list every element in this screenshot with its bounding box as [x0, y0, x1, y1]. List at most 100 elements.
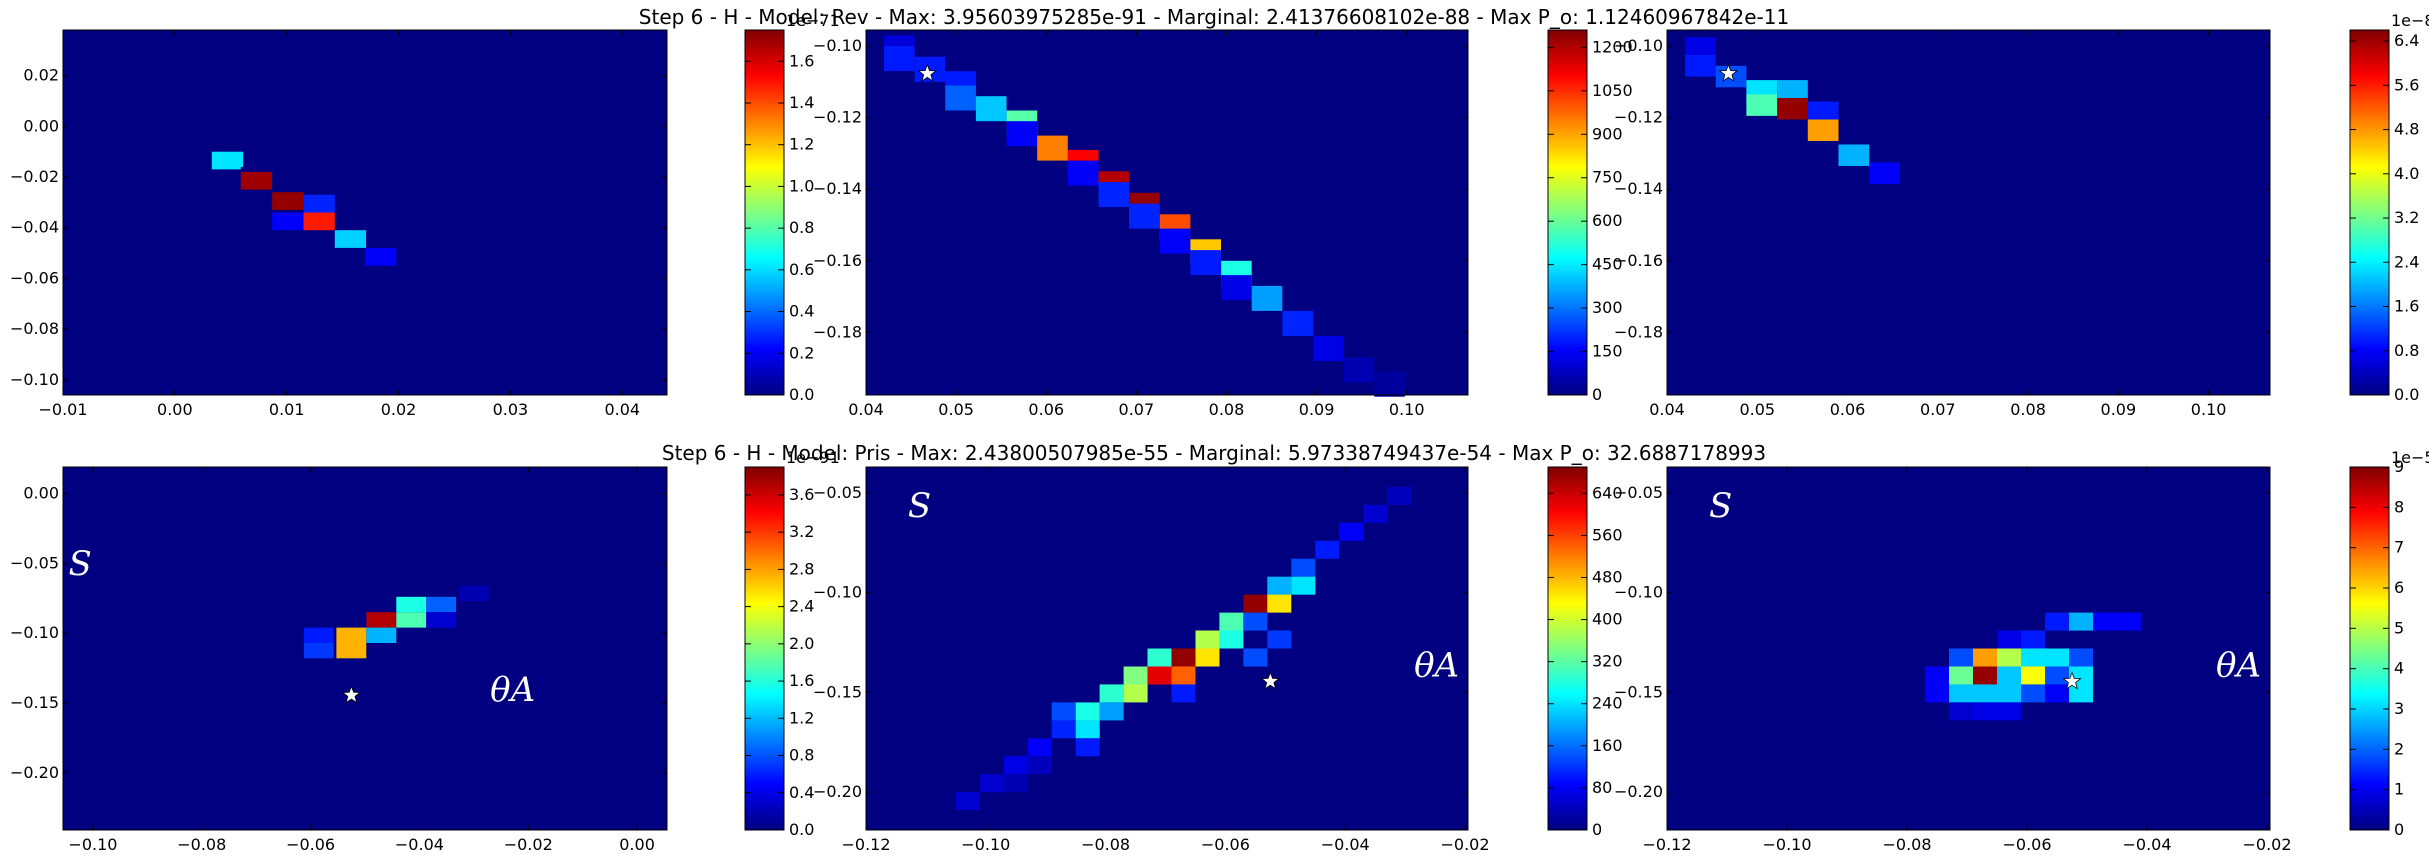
colorbar-tick-label: 1.2	[789, 708, 814, 727]
heatmap-panel-1: −0.10 −0.08 −0.06 −0.04 −0.02 0.00 0.00 −0.05 −0…	[10, 466, 668, 854]
heatmap-cell	[1997, 684, 2021, 703]
heatmap-cell	[1219, 612, 1244, 631]
heatmap-cell	[211, 151, 244, 170]
y-tick-label: −0.12	[813, 108, 862, 127]
heatmap-cells	[884, 35, 1405, 397]
y-tick-label: −0.20	[1614, 782, 1663, 801]
x-tick-label: −0.12	[841, 835, 890, 854]
row-title: Step 6 - H - Model: Rev - Max: 3.9560397…	[639, 5, 1789, 29]
heatmap-cell	[458, 585, 489, 602]
y-tick-label: −0.05	[10, 553, 59, 572]
heatmap-cell	[1282, 310, 1313, 336]
colorbar-tick-label: 0.4	[789, 783, 814, 802]
heatmap-cell	[1221, 275, 1252, 301]
heatmap-cell	[1949, 648, 1973, 667]
heatmap-cell	[1685, 55, 1716, 77]
heatmap-cell	[1339, 522, 1364, 541]
heatmap-cell	[955, 792, 980, 811]
colorbar-tick-label: 1.6	[789, 671, 814, 690]
x-tick-label: 0.04	[848, 400, 884, 419]
axes-frame	[1666, 29, 2271, 396]
heatmap-cell	[1099, 684, 1124, 703]
y-tick-label: −0.18	[813, 322, 862, 341]
colorbar-3: 0.0 0.8 1.6 2.4 3.2 4.0 4.8 5.6 6.41e−89	[2349, 11, 2429, 404]
colorbar-gradient	[2349, 466, 2390, 831]
colorbar-tick-label: 450	[1592, 255, 1623, 274]
colorbar-tick-label: 320	[1592, 652, 1623, 671]
colorbar-tick-label: 8	[2394, 497, 2404, 516]
heatmap-cell	[1123, 666, 1148, 685]
heatmap-cell	[1807, 119, 1839, 141]
x-tick-label: 0.07	[1920, 400, 1956, 419]
colorbar-tick-label: 1050	[1592, 81, 1633, 100]
heatmap-cell	[303, 627, 334, 643]
x-tick-label: −0.01	[38, 400, 87, 419]
heatmap-cell	[1949, 702, 1973, 721]
colorbar-exponent: 1e−71	[786, 11, 840, 30]
heatmap-cell	[1027, 738, 1052, 757]
y-tick-label: 0.00	[23, 116, 59, 135]
y-tick-label: −0.02	[10, 167, 59, 186]
x-tick-label: 0.08	[2010, 400, 2046, 419]
y-tick-label: −0.05	[1614, 483, 1663, 502]
heatmap-cell	[2021, 648, 2045, 667]
heatmap-cell	[2069, 648, 2093, 667]
x-tick-label: 0.00	[619, 835, 655, 854]
heatmap-cell	[1147, 648, 1172, 667]
axes-frame	[62, 29, 668, 396]
heatmap-cell	[303, 194, 335, 213]
colorbar-tick-label: 0.8	[789, 746, 814, 765]
x-tick-label: −0.10	[68, 835, 117, 854]
y-tick-label: −0.16	[813, 251, 862, 270]
x-tick-label: −0.02	[1440, 835, 1489, 854]
colorbar-gradient	[2349, 29, 2390, 396]
x-tick-label: −0.02	[2242, 835, 2291, 854]
colorbar-tick-label: 9	[2394, 457, 2404, 476]
heatmap-cell	[1171, 648, 1196, 667]
heatmap-cell	[2069, 684, 2093, 703]
x-tick-label: −0.10	[1762, 835, 1811, 854]
colorbar-tick-label: 6	[2394, 578, 2404, 597]
colorbar-tick-label: 1.0	[789, 176, 814, 195]
colorbar-tick-label: 160	[1592, 736, 1623, 755]
heatmap-cell	[2045, 684, 2069, 703]
colorbar-tick-label: 5	[2394, 618, 2404, 637]
heatmap-cell	[1051, 702, 1076, 721]
colorbar-exponent: 1e−89	[2391, 11, 2429, 30]
heatmap-cell	[2021, 666, 2045, 685]
heatmap-cell	[1925, 684, 1949, 703]
x-tick-label: 0.04	[1649, 400, 1685, 419]
heatmap-cell	[1746, 94, 1778, 116]
heatmap-cell	[1374, 371, 1405, 397]
heatmap-cell	[1315, 540, 1340, 559]
colorbar-tick-label: 560	[1592, 525, 1623, 544]
heatmap-cell	[2069, 612, 2093, 631]
heatmap-cell	[1997, 666, 2021, 685]
heatmap-cell	[1807, 101, 1839, 124]
heatmap-cell	[1051, 720, 1076, 739]
heatmap-cell	[1291, 558, 1316, 577]
heatmap-panel-2: −0.12 −0.10 −0.08 −0.06 −0.04 −0.02 −0.05 −0.10…	[813, 466, 1490, 854]
colorbar-tick-label: 3.2	[789, 522, 814, 541]
colorbar-tick-label: 600	[1592, 211, 1623, 230]
heatmap-cell	[1997, 648, 2021, 667]
heatmap-cell	[1949, 684, 1973, 703]
y-tick-label: 0.02	[23, 66, 59, 85]
heatmap-cell	[1973, 666, 1997, 685]
heatmap-cell	[1027, 756, 1052, 775]
heatmap-cell	[1973, 648, 1997, 667]
colorbar-gradient	[744, 29, 785, 396]
x-tick-label: 0.09	[2101, 400, 2137, 419]
panel-annotation: S	[1709, 486, 1732, 526]
heatmap-cell	[1243, 612, 1268, 631]
axes-frame	[865, 466, 1469, 831]
heatmap-cells	[1685, 37, 1900, 184]
colorbar-tick-label: 640	[1592, 483, 1623, 502]
heatmap-cell	[336, 627, 367, 643]
colorbar-tick-label: 3.2	[2394, 208, 2419, 227]
colorbar-tick-label: 480	[1592, 567, 1623, 586]
colorbar-tick-label: 6.4	[2394, 31, 2419, 50]
heatmap-cell	[240, 171, 273, 190]
y-tick-label: −0.14	[813, 179, 862, 198]
